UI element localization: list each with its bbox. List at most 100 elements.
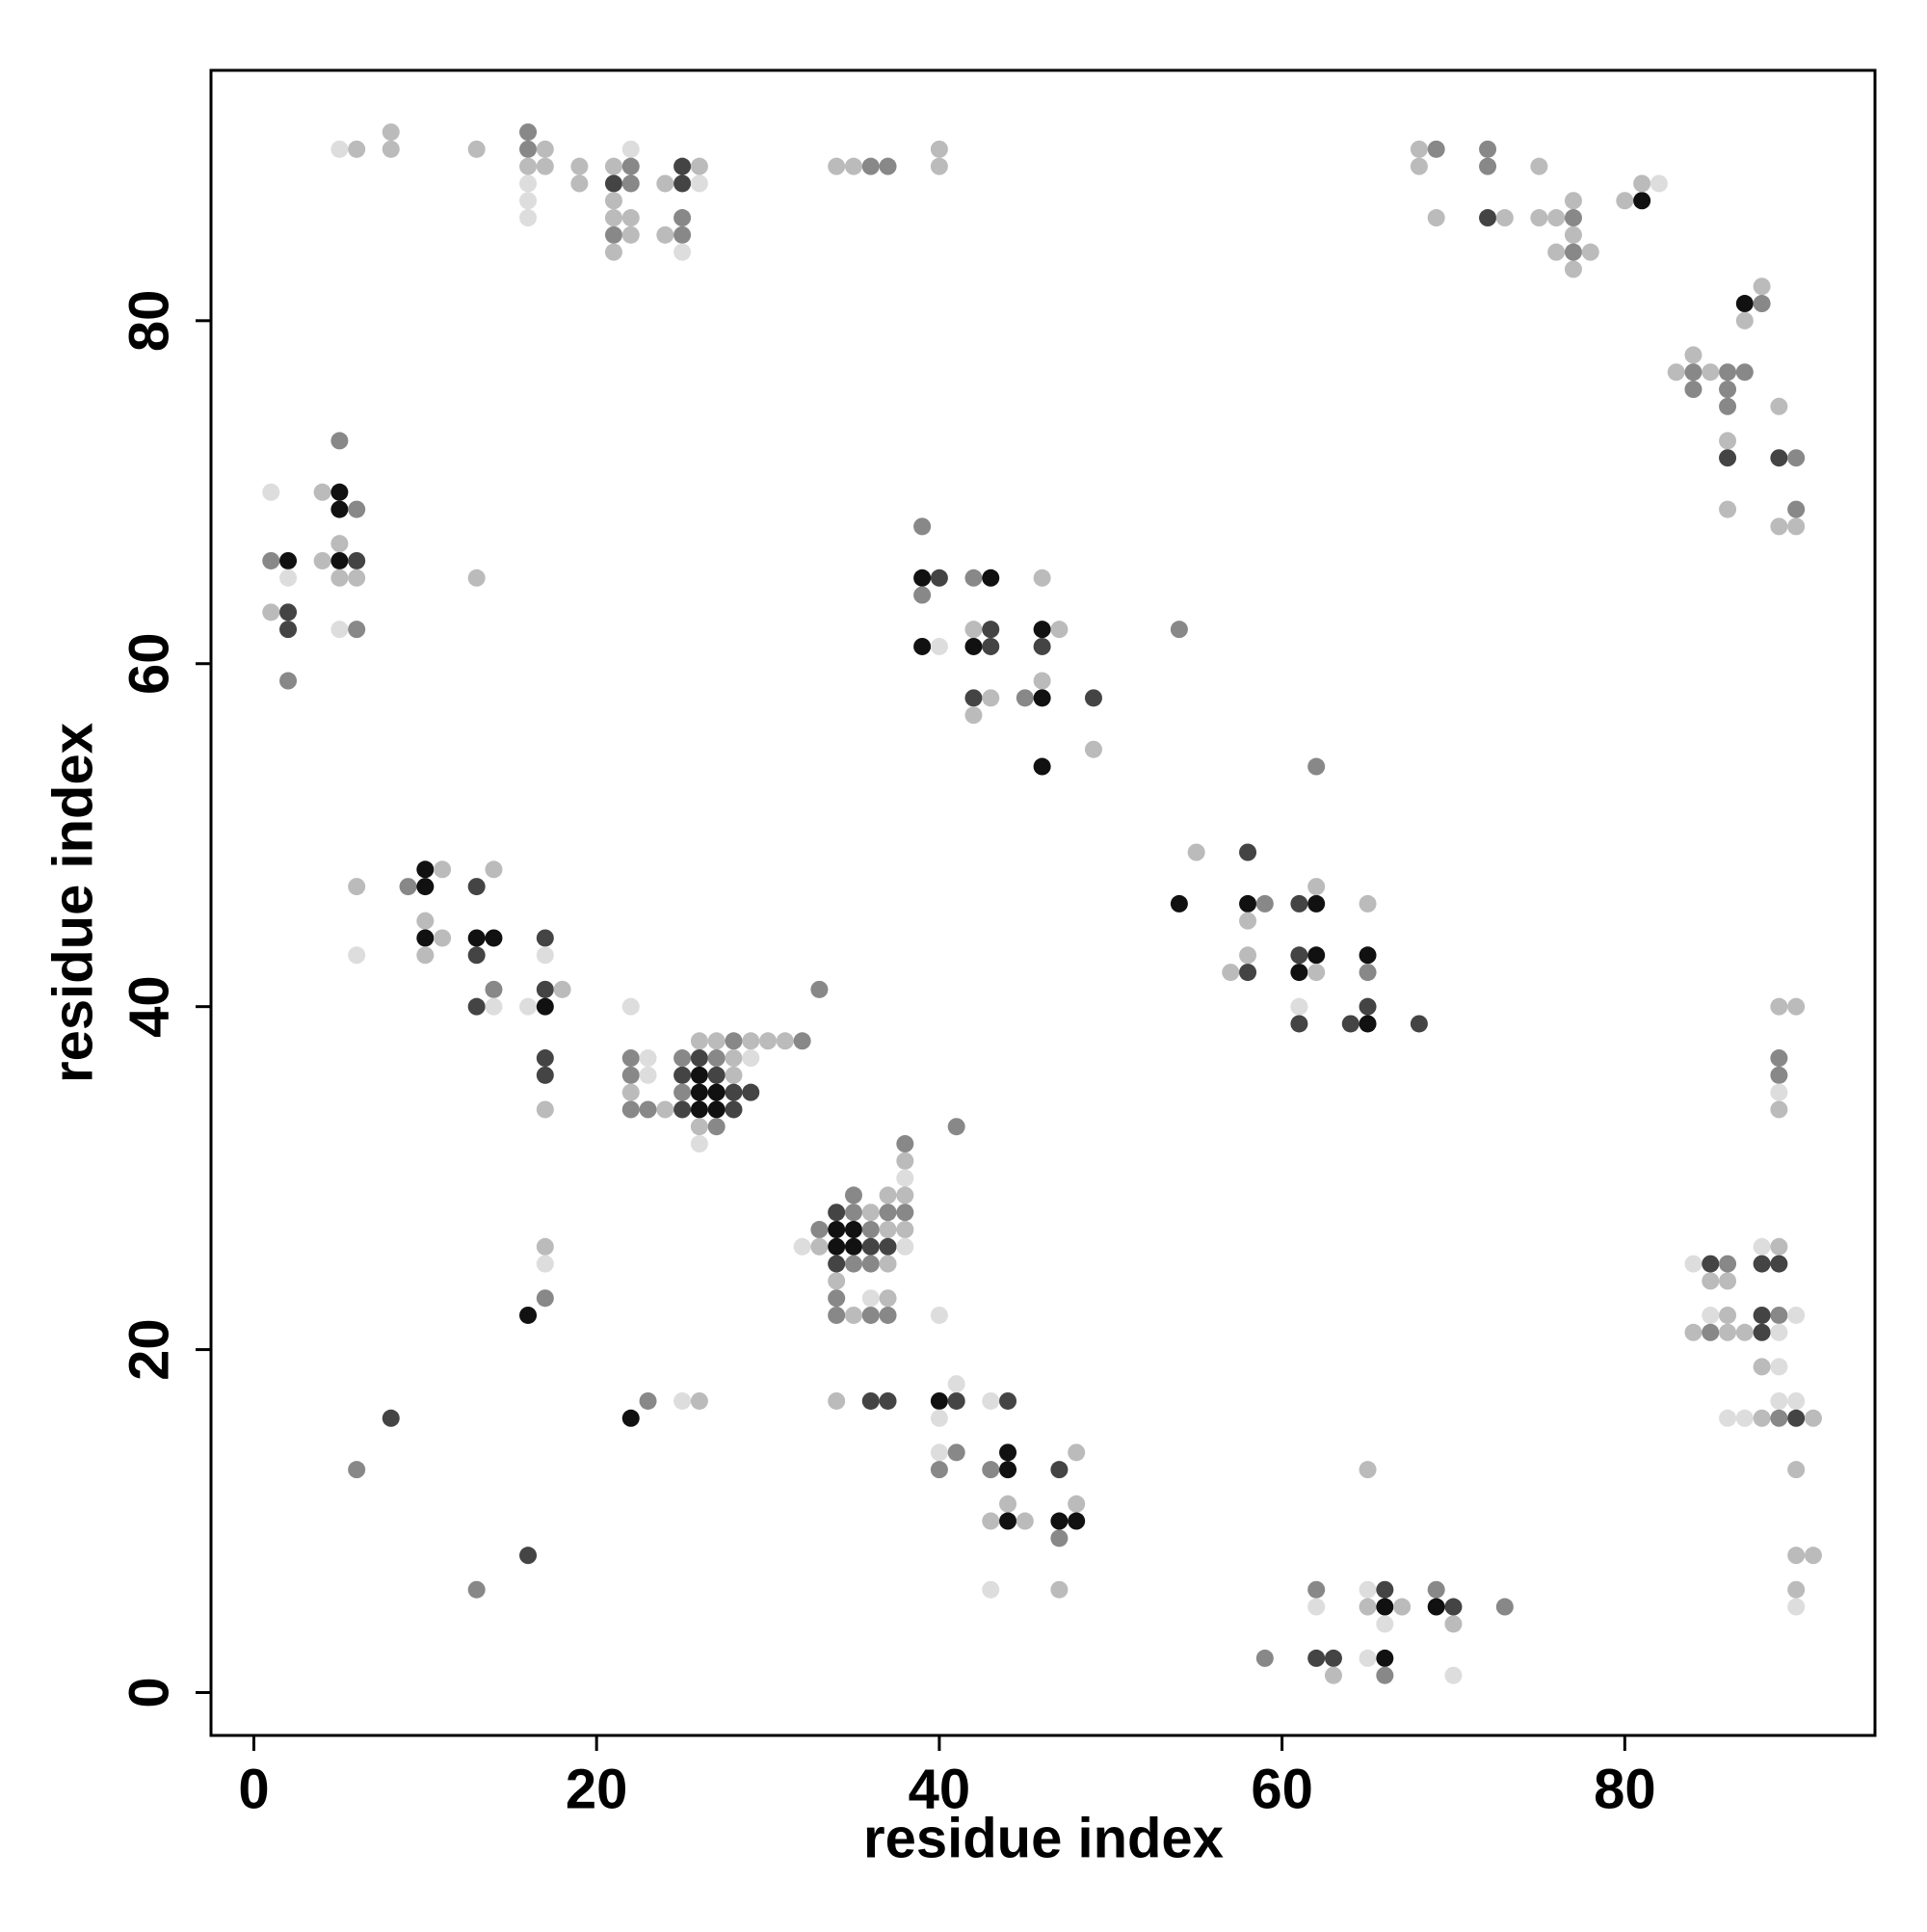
y-axis-title: residue index [41, 723, 104, 1083]
contact-point [1016, 689, 1034, 707]
contact-point [467, 946, 486, 965]
contact-point [982, 621, 1000, 639]
contact-point [1770, 1409, 1788, 1427]
contact-point [725, 1032, 743, 1050]
contact-point [1033, 689, 1051, 707]
contact-point [639, 1391, 657, 1410]
contact-point [330, 621, 349, 639]
contact-point [1359, 1015, 1377, 1033]
contact-point [896, 1135, 914, 1153]
contact-point [279, 569, 298, 587]
contact-point [999, 1461, 1017, 1479]
contact-point [1735, 1409, 1754, 1427]
contact-point [930, 1443, 948, 1462]
contact-point [1170, 621, 1188, 639]
contact-point [416, 946, 435, 965]
contact-point [1787, 1409, 1806, 1427]
contact-point [844, 1204, 862, 1222]
contact-point [1359, 1598, 1377, 1616]
contact-point [828, 1204, 846, 1222]
contact-point [467, 997, 486, 1016]
contact-point [861, 157, 880, 175]
contact-point [1719, 432, 1737, 450]
contact-point [604, 192, 622, 210]
contact-point [536, 1255, 554, 1273]
contact-point [879, 1391, 897, 1410]
contact-point [1753, 1237, 1771, 1256]
contact-point [434, 860, 452, 879]
contact-point [1239, 843, 1257, 861]
contact-point [1753, 1255, 1771, 1273]
contact-point [1359, 1461, 1377, 1479]
contact-point [673, 174, 692, 193]
contact-point [913, 586, 932, 604]
contact-point [707, 1100, 726, 1119]
contact-point [621, 1100, 640, 1119]
contact-point [810, 1221, 829, 1239]
contact-point [673, 1083, 692, 1101]
contact-point [1753, 278, 1771, 296]
contact-point [896, 1204, 914, 1222]
contact-point [536, 1100, 554, 1119]
contact-point [1787, 1598, 1806, 1616]
contact-point [330, 535, 349, 553]
contact-point [896, 1237, 914, 1256]
contact-point [1650, 174, 1668, 193]
contact-point [1324, 1649, 1342, 1667]
contact-point [1307, 1598, 1326, 1616]
contact-point [1359, 1649, 1377, 1667]
contact-point [861, 1204, 880, 1222]
contact-point [1050, 1512, 1069, 1530]
contact-point [519, 1547, 538, 1565]
contact-point [330, 569, 349, 587]
contact-point [621, 157, 640, 175]
contact-point [621, 209, 640, 227]
contact-point [1787, 517, 1806, 536]
contact-point [1770, 997, 1788, 1016]
contact-point [759, 1032, 778, 1050]
contact-point [1787, 1461, 1806, 1479]
contact-point [964, 689, 983, 707]
contact-point [519, 140, 538, 158]
contact-point [1770, 397, 1788, 415]
contact-point [1702, 1255, 1720, 1273]
contact-point [570, 174, 589, 193]
contact-point [656, 174, 674, 193]
contact-point [330, 432, 349, 450]
contact-point [742, 1083, 760, 1101]
contact-point [621, 1066, 640, 1084]
contact-point [1719, 500, 1737, 518]
contact-point [1753, 1358, 1771, 1376]
contact-point [1239, 912, 1257, 930]
contact-point [330, 551, 349, 569]
contact-point [536, 157, 554, 175]
contact-point [1050, 1461, 1069, 1479]
contact-point [1719, 381, 1737, 399]
contact-point [1084, 689, 1102, 707]
contact-point [690, 1066, 708, 1084]
contact-point [1564, 192, 1582, 210]
contact-point [947, 1391, 965, 1410]
contact-point [930, 1461, 948, 1479]
contact-point [1633, 192, 1651, 210]
contact-point [1787, 1306, 1806, 1324]
contact-point [1770, 1391, 1788, 1410]
contact-point [348, 621, 366, 639]
contact-point [742, 1049, 760, 1068]
contact-point [947, 1118, 965, 1136]
contact-point [1564, 225, 1582, 244]
contact-point [416, 912, 435, 930]
contact-point [536, 1237, 554, 1256]
contact-point [1495, 209, 1514, 227]
contact-point [861, 1391, 880, 1410]
contact-point [1787, 997, 1806, 1016]
contact-point [1702, 1323, 1720, 1341]
contact-point [1050, 621, 1069, 639]
contact-point [1770, 449, 1788, 467]
contact-point [1033, 637, 1051, 655]
contact-point [861, 1237, 880, 1256]
contact-point [1376, 1598, 1394, 1616]
contact-point [536, 980, 554, 998]
contact-point [1753, 1323, 1771, 1341]
